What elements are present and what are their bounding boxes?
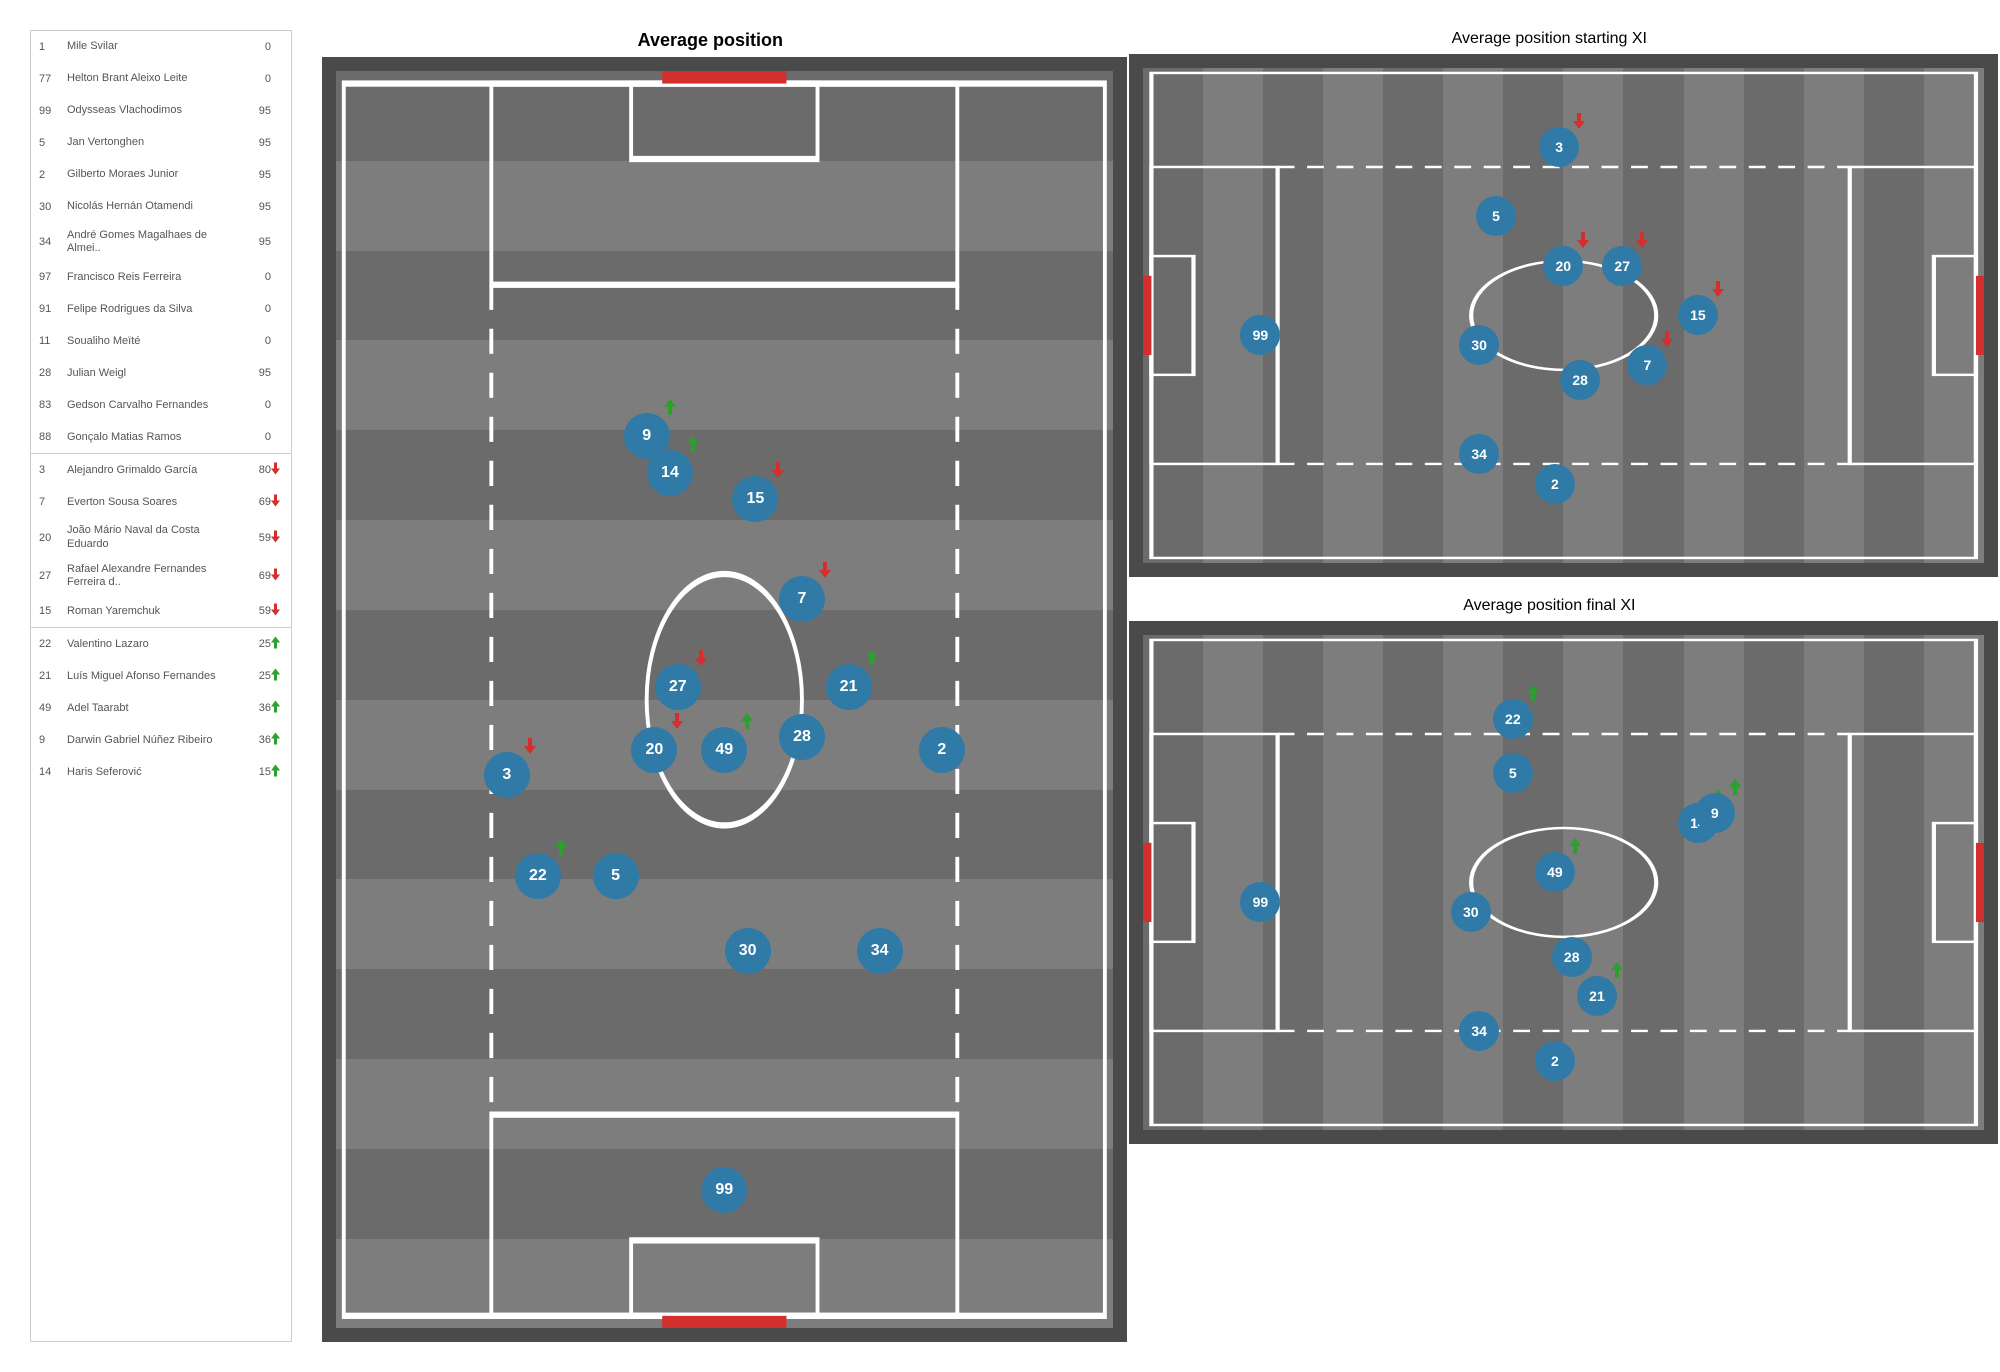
marker: 9: [1695, 793, 1735, 833]
table-row: 5Jan Vertonghen95: [31, 127, 291, 159]
pitch-final: 2251494999302821342: [1129, 621, 1998, 1144]
marker: 28: [779, 714, 825, 760]
table-row: 28Julian Weigl95: [31, 357, 291, 389]
marker: 14: [647, 450, 693, 496]
marker: 28: [1552, 937, 1592, 977]
table-row: 20João Mário Naval da Costa Eduardo59: [31, 518, 291, 556]
marker: 99: [1240, 882, 1280, 922]
marker: 22: [1493, 699, 1533, 739]
marker: 27: [655, 664, 701, 710]
marker: 3: [484, 752, 530, 798]
main-title: Average position: [322, 30, 1099, 51]
table-row: 21Luís Miguel Afonso Fernandes25: [31, 660, 291, 692]
marker: 30: [1451, 892, 1491, 932]
marker: 2: [919, 727, 965, 773]
marker: 21: [826, 664, 872, 710]
marker: 5: [593, 853, 639, 899]
marker: 21: [1577, 976, 1617, 1016]
marker: 7: [1627, 345, 1667, 385]
marker: 49: [1535, 852, 1575, 892]
marker: 15: [732, 476, 778, 522]
marker: 7: [779, 576, 825, 622]
marker: 20: [1543, 246, 1583, 286]
marker: 22: [515, 853, 561, 899]
marker: 2: [1535, 464, 1575, 504]
table-row: 1Mile Svilar0: [31, 31, 291, 63]
table-row: 30Nicolás Hernán Otamendi95: [31, 191, 291, 223]
marker: 34: [1459, 434, 1499, 474]
table-row: 27Rafael Alexandre Fernandes Ferreira d.…: [31, 557, 291, 595]
table-row: 91Felipe Rodrigues da Silva0: [31, 293, 291, 325]
table-row: 97Francisco Reis Ferreira0: [31, 261, 291, 293]
marker: 2: [1535, 1041, 1575, 1081]
charts-area: Average position 91415727212820492322530…: [322, 30, 1970, 1342]
table-row: 99Odysseas Vlachodimos95: [31, 95, 291, 127]
marker: 5: [1476, 196, 1516, 236]
table-row: 9Darwin Gabriel Núñez Ribeiro36: [31, 724, 291, 756]
table-row: 22Valentino Lazaro25: [31, 627, 291, 660]
pitch-starting: 35 20 27 15 99 30 28 7 34 2: [1129, 54, 1998, 577]
table-row: 3Alejandro Grimaldo García80: [31, 453, 291, 486]
table-row: 88Gonçalo Matias Ramos0: [31, 421, 291, 453]
marker: 30: [1459, 325, 1499, 365]
table-row: 49Adel Taarabt36: [31, 692, 291, 724]
marker: 30: [725, 928, 771, 974]
player-table: 1Mile Svilar077Helton Brant Aleixo Leite…: [30, 30, 292, 1342]
marker: 99: [701, 1167, 747, 1213]
table-row: 14Haris Seferović15: [31, 756, 291, 788]
table-row: 34André Gomes Magalhaes de Almei..95: [31, 223, 291, 261]
table-row: 83Gedson Carvalho Fernandes0: [31, 389, 291, 421]
table-row: 15Roman Yaremchuk59: [31, 595, 291, 627]
starting-title: Average position starting XI: [1129, 30, 1970, 48]
marker: 34: [1459, 1011, 1499, 1051]
marker: 3: [1539, 127, 1579, 167]
final-title: Average position final XI: [1129, 597, 1970, 615]
table-row: 77Helton Brant Aleixo Leite0: [31, 63, 291, 95]
pitch-main: 914157272128204923225303499: [322, 57, 1127, 1342]
marker: 20: [631, 727, 677, 773]
table-row: 2Gilberto Moraes Junior95: [31, 159, 291, 191]
marker: 34: [857, 928, 903, 974]
marker: 27: [1602, 246, 1642, 286]
marker: 15: [1678, 295, 1718, 335]
marker: 49: [701, 727, 747, 773]
table-row: 11Soualiho Meïté0: [31, 325, 291, 357]
marker: 99: [1240, 315, 1280, 355]
marker: 28: [1560, 360, 1600, 400]
table-row: 7Everton Sousa Soares69: [31, 486, 291, 518]
marker: 5: [1493, 753, 1533, 793]
